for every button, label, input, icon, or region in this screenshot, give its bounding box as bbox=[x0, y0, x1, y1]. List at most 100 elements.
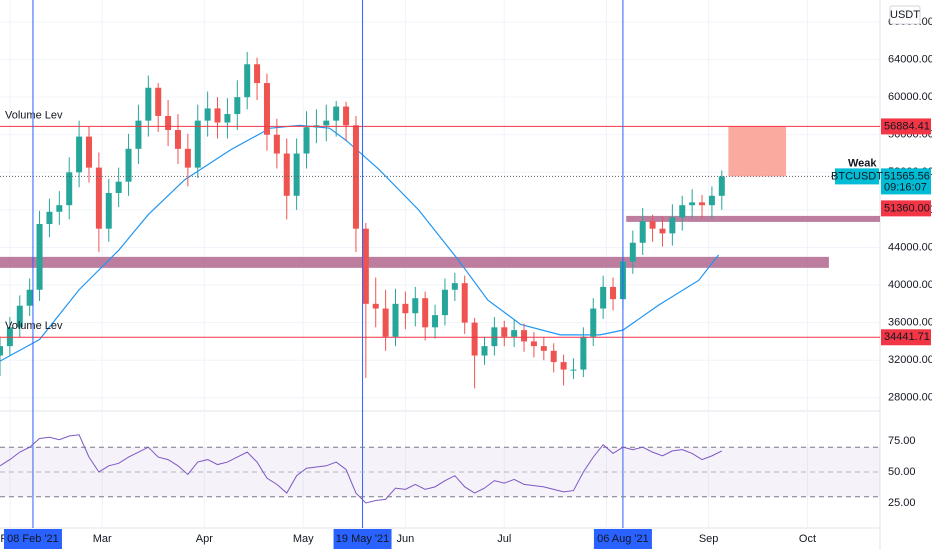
candle-body bbox=[105, 192, 112, 229]
price-label: 34441.71 bbox=[884, 331, 930, 343]
currency-box bbox=[889, 5, 921, 25]
candle-body bbox=[422, 298, 429, 328]
candle-body bbox=[66, 172, 73, 206]
price-label: 51360.00 bbox=[884, 202, 930, 214]
candle-body bbox=[521, 330, 528, 342]
candle-body bbox=[115, 181, 122, 193]
symbol-label: BTCUSDT bbox=[831, 170, 883, 182]
candle-body bbox=[323, 120, 330, 126]
rsi-tick-label: 50.00 bbox=[888, 466, 916, 478]
candle-body bbox=[0, 346, 3, 356]
candle-body bbox=[560, 362, 567, 370]
candle-body bbox=[570, 369, 577, 371]
marker-label: 06 Aug '21 bbox=[597, 533, 649, 545]
candle-body bbox=[36, 223, 43, 290]
annotation: Weak bbox=[848, 157, 877, 169]
price-label: 56884.41 bbox=[884, 120, 930, 132]
candle-body bbox=[333, 106, 340, 121]
x-tick-label: May bbox=[293, 533, 314, 545]
candle-body bbox=[511, 330, 518, 337]
rsi-line bbox=[0, 434, 723, 504]
candle-body bbox=[441, 289, 448, 316]
candle-body bbox=[600, 286, 607, 309]
x-tick-label: Jun bbox=[397, 533, 415, 545]
candle-body bbox=[718, 176, 725, 196]
candle-body bbox=[412, 298, 419, 314]
level-note: Volume Lev bbox=[5, 320, 63, 332]
candle-body bbox=[76, 136, 83, 173]
x-tick-label: Jul bbox=[497, 533, 511, 545]
candle-body bbox=[679, 205, 686, 218]
y-tick-label: 64000.00 bbox=[888, 53, 932, 65]
marker-label: 08 Feb '21 bbox=[7, 533, 59, 545]
candle-body bbox=[432, 315, 439, 328]
y-tick-label: 40000.00 bbox=[888, 279, 932, 291]
candle-body bbox=[629, 242, 636, 262]
level-note: Volume Lev bbox=[5, 109, 63, 121]
candle-body bbox=[352, 125, 359, 229]
symbol-box bbox=[835, 168, 879, 185]
x-tick-label: Mar bbox=[93, 533, 112, 545]
price-label: 51565.56 bbox=[884, 170, 930, 182]
currency-label: USDT bbox=[890, 9, 920, 21]
candle-body bbox=[372, 303, 379, 309]
candle-body bbox=[481, 346, 488, 356]
candle-body bbox=[283, 153, 290, 196]
candle-body bbox=[254, 64, 261, 84]
candle-body bbox=[491, 327, 498, 347]
y-tick-label: 44000.00 bbox=[888, 241, 932, 253]
candle-body bbox=[392, 303, 399, 337]
price-label-box bbox=[881, 200, 931, 217]
zone bbox=[0, 256, 829, 268]
rsi-tick-label: 25.00 bbox=[888, 497, 916, 509]
candle-body bbox=[659, 228, 666, 234]
candle-body bbox=[669, 217, 676, 234]
candle-body bbox=[303, 127, 310, 154]
candle-body bbox=[145, 87, 152, 121]
candle-body bbox=[639, 221, 646, 243]
candle-body bbox=[273, 134, 280, 154]
candle-body bbox=[362, 228, 369, 304]
candle-body bbox=[234, 97, 241, 115]
candle-body bbox=[699, 202, 706, 206]
price-label-box bbox=[881, 118, 931, 135]
y-tick-label: 28000.00 bbox=[888, 392, 932, 404]
candle-body bbox=[135, 120, 142, 149]
candle-body bbox=[382, 308, 389, 337]
candle-body bbox=[550, 350, 557, 363]
candle-body bbox=[540, 346, 547, 351]
x-tick-label: Oct bbox=[799, 533, 816, 545]
candle-body bbox=[649, 221, 656, 229]
candle-body bbox=[451, 283, 458, 290]
candle-body bbox=[184, 148, 191, 168]
candle-body bbox=[343, 106, 350, 126]
candle-body bbox=[580, 336, 587, 370]
candle-body bbox=[165, 115, 172, 131]
y-tick-label: 36000.00 bbox=[888, 317, 932, 329]
marker-label-box bbox=[593, 529, 652, 549]
candle-body bbox=[85, 136, 92, 168]
candle-body bbox=[708, 195, 715, 206]
candle-body bbox=[95, 167, 102, 229]
y-tick-label: 60000.00 bbox=[888, 91, 932, 103]
candle-body bbox=[46, 211, 53, 224]
candle-body bbox=[174, 130, 181, 149]
candle-body bbox=[590, 308, 597, 337]
candle-body bbox=[6, 327, 13, 347]
candle-body bbox=[125, 148, 132, 182]
marker-label-box bbox=[333, 529, 392, 549]
candle-body bbox=[689, 202, 696, 206]
candle-body bbox=[461, 283, 468, 323]
x-tick-label: Apr bbox=[196, 533, 213, 545]
price-label-box bbox=[881, 329, 931, 346]
candle-body bbox=[214, 108, 221, 123]
candle-body bbox=[402, 303, 409, 314]
y-tick-label: 32000.00 bbox=[888, 354, 932, 366]
candle-body bbox=[16, 305, 23, 328]
zone bbox=[626, 215, 880, 222]
candle-body bbox=[501, 327, 508, 337]
marker-label: 19 May '21 bbox=[336, 533, 389, 545]
rsi-tick-label: 75.00 bbox=[888, 435, 916, 447]
candle-body bbox=[204, 108, 211, 121]
